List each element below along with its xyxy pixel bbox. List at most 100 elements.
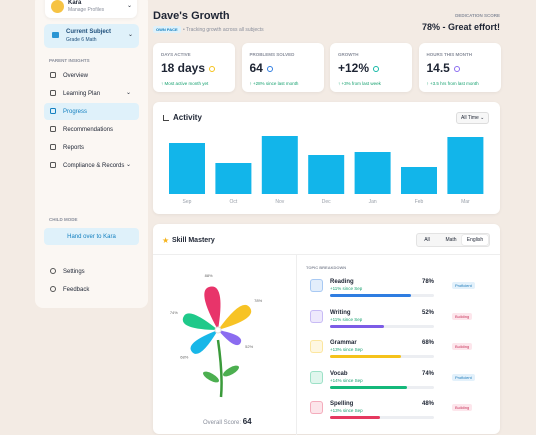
nav-item[interactable]: Feedback [44,281,139,298]
stat-icon [373,66,379,72]
progress-track [330,355,434,358]
stat-note: ↑ +28% since last month [249,81,299,86]
topic-name: Vocab [330,370,348,377]
stat-card: GROWTH +12% ↑ +3% from last week [330,43,412,92]
stat-label: HOURS THIS MONTH [426,52,473,57]
topic-change: +11% since Sep [330,286,363,291]
tab[interactable]: Math [445,237,457,243]
stat-note: ↑ Most active month yet [161,81,209,86]
x-tick-label: Oct [230,199,238,205]
breakdown-title: TOPIC BREAKDOWN [306,265,347,270]
subject-label: Current Subject [66,29,112,35]
nav-icon [50,126,56,132]
overall-label: Overall Score: [203,420,242,426]
x-tick-label: Mar [461,199,470,205]
nav-icon [50,286,56,292]
profile-card[interactable]: Kara Manage Profiles ⌄ [45,0,137,18]
topic-value: 52% [421,309,434,316]
nav-item[interactable]: Overview [44,67,139,84]
section-label: CHILD MODE [49,217,78,222]
card-title: Skill Mastery [172,237,215,244]
stat-icon [266,66,273,72]
score: 78% - Great effort! [421,22,500,32]
subject-selector[interactable]: Current Subject Grade 6 Math ⌄ [44,24,139,48]
topic-change: +11% since Sep [330,316,363,322]
profile-name: Kara [68,0,82,6]
stat-icon [453,66,460,72]
petal [182,313,218,330]
mastery-flower: 88% 78% 52% 68% 74% [170,273,263,398]
nav-icon [50,144,56,150]
tab[interactable]: English [462,235,488,245]
activity-chart: Sep Oct Nov Dec Jan Feb Mar [169,136,484,205]
petal-label: 74% [170,310,178,315]
profile-subtitle: Manage Profiles [68,7,105,13]
topic-name: Reading [330,279,354,285]
stat-label: GROWTH [338,52,359,57]
filter-dropdown[interactable]: All Time ⌄ [456,112,490,124]
subject-icon [52,32,59,38]
petal [218,304,252,330]
topic-icon [310,309,323,323]
status-badge: Proficient [452,373,475,381]
stat-note: ↑ +3.5 hrs from last month [426,81,479,86]
nav-item[interactable]: Reports [44,139,139,156]
nav-item[interactable]: Settings [44,263,139,280]
leaf [203,371,219,383]
progress-track [330,416,434,419]
chevron: ⌄ [125,90,131,96]
topic-value: 48% [421,401,434,407]
x-tick-label: Feb [415,199,424,205]
status-badge: Building [452,343,473,350]
progress-bar [330,355,401,358]
topic-icon [310,401,323,414]
subject-value: Grade 6 Math [66,37,97,43]
bar [447,137,484,194]
progress-track [330,294,434,297]
badge: OWN PACE [153,26,181,33]
stat-label: DAYS ACTIVE [161,52,191,57]
topic-icon [310,279,323,292]
topic-value: 78% [421,279,434,285]
subtitle: • Tracking growth across all subjects [183,27,264,33]
petal-label: 78% [254,298,262,303]
nav-icon [50,108,56,114]
progress-bar [330,294,412,297]
petal-label: 88% [205,273,213,278]
progress-track [330,324,434,328]
overall: Overall Score: 64 [203,417,252,426]
tab[interactable]: All [424,237,430,243]
nav-item[interactable]: Progress [44,103,139,120]
x-tick-label: Jan [369,199,377,205]
petal-label: 68% [180,354,188,359]
bar [261,136,298,194]
nav-icon [50,268,56,274]
topic-name: Grammar [330,340,357,346]
topic-change: +13% since Sep [330,408,363,413]
section-label: PARENT INSIGHTS [49,58,90,63]
leaf [223,365,239,377]
nav-item[interactable]: Recommendations [44,121,139,138]
stat-note: ↑ +3% from last week [338,81,381,86]
nav-item[interactable]: Compliance & Records ⌄ [44,157,139,174]
handover-button[interactable]: Hand over to Kara [44,228,139,245]
flower-center [214,326,222,334]
topic-value: 68% [421,340,434,346]
progress-track [330,385,434,389]
tabs: All Math English [416,233,490,247]
divider [296,255,297,435]
topic-change: +13% since Sep [330,347,363,352]
x-tick-label: Sep [183,199,192,205]
petal [190,330,218,354]
stat-value: 64 [249,61,263,75]
nav-icon [50,72,56,78]
petal-label: 52% [245,344,253,349]
bar [169,143,205,194]
topic-name: Spelling [330,401,354,407]
topic-change: +14% since Sep [330,377,363,383]
nav-item[interactable]: Learning Plan ⌄ [44,85,139,102]
chevron: ⌄ [125,162,131,168]
x-tick-label: Dec [322,199,331,205]
nav-icon [50,162,56,168]
stat-value: +12% [338,61,370,75]
